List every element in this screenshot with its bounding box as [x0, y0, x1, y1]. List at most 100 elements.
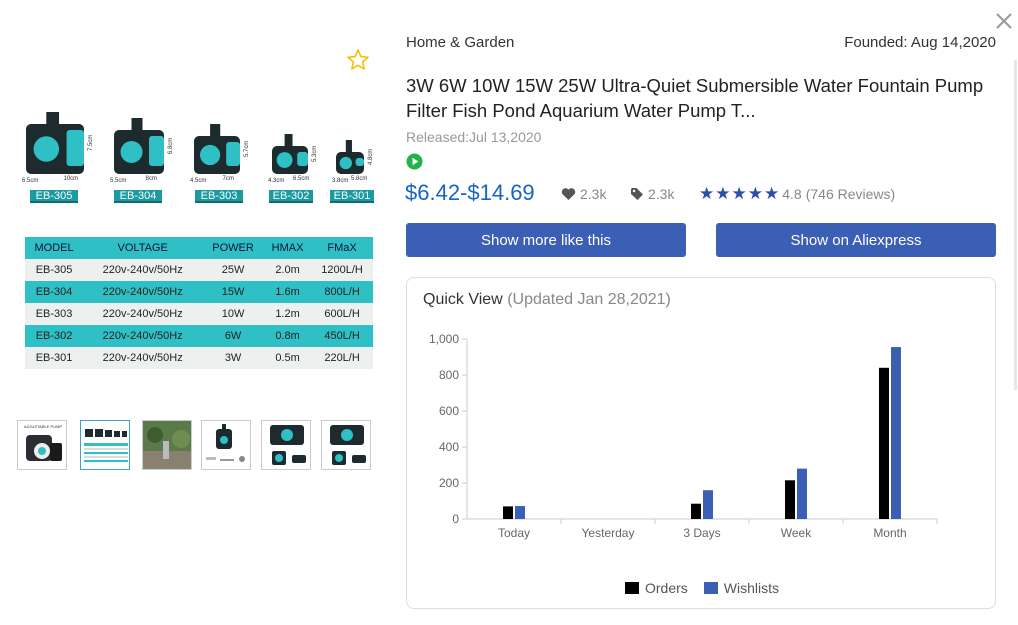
spec-table-cell: EB-302	[25, 325, 84, 347]
x-tick-label: Today	[498, 526, 530, 540]
spec-table-cell: 220L/H	[311, 347, 373, 369]
tags-value: 2.3k	[648, 186, 675, 202]
legend-wishlists-label: Wishlists	[723, 580, 780, 596]
y-tick-label: 800	[439, 368, 459, 382]
tag-icon	[631, 188, 643, 200]
spec-table-cell: 220v-240v/50Hz	[83, 325, 203, 347]
thumbnail-caption: ADJUSTABLE PUMP	[24, 424, 62, 429]
spec-table-cell: 0.5m	[263, 347, 312, 369]
legend-orders-label: Orders	[644, 580, 688, 596]
spec-table-cell: 1.2m	[263, 303, 312, 325]
spec-table-header: MODEL VOLTAGE POWER HMAX FMaX	[25, 237, 373, 259]
pump-dimension-height: 7.5cm	[88, 135, 94, 151]
legend-orders-swatch	[624, 582, 639, 594]
category-label[interactable]: Home & Garden	[406, 34, 515, 51]
pump-illustration: 5.5cm 8cm 6.8cm	[110, 118, 174, 184]
star-icon: ★	[764, 184, 780, 203]
x-tick-label: Yesterday	[582, 526, 635, 540]
spec-table-cell: EB-304	[25, 281, 84, 303]
pump-dimension-height: 6.8cm	[168, 138, 174, 154]
thumbnail-2[interactable]	[80, 420, 130, 470]
close-button[interactable]	[993, 10, 1015, 32]
likes-value: 2.3k	[580, 186, 607, 202]
spec-table-cell: EB-301	[25, 347, 84, 369]
close-icon	[996, 13, 1012, 29]
review-count[interactable]: (746 Reviews)	[805, 186, 896, 202]
spec-header-cell: VOLTAGE	[83, 237, 203, 259]
pump-model-label: EB-304	[114, 190, 162, 203]
pump-dimension-width: 4.3cm	[268, 178, 284, 184]
spec-table-cell: 1200L/H	[311, 259, 373, 281]
star-icon: ★	[747, 184, 763, 203]
quick-view-updated: (Updated Jan 28,2021)	[507, 291, 671, 308]
quick-view-chart: 0 200 400 600 800 1,000 Today Yesterday 3 Days We…	[429, 332, 938, 540]
bar-orders	[785, 480, 795, 519]
legend-orders[interactable]: Orders	[624, 580, 688, 596]
pump-dimension-height: 5.7cm	[244, 141, 250, 157]
x-tick-label: Month	[873, 526, 906, 540]
bar-orders	[691, 503, 701, 519]
thumbnail-5[interactable]	[261, 420, 311, 470]
pump-model-label: EB-301	[330, 190, 374, 203]
pump-illustrations: 6.5cm 10cm 7.5cm 5.5cm 8cm 6.8cm 4.5cm 7cm 5.7cm…	[22, 112, 374, 184]
spec-header-cell: FMaX	[311, 237, 373, 259]
heart-icon	[561, 188, 576, 200]
spec-table-cell: 1.6m	[263, 281, 312, 303]
spec-table-row: EB-304 220v-240v/50Hz 15W 1.6m 800L/H	[25, 281, 373, 303]
product-title: 3W 6W 10W 15W 25W Ultra-Quiet Submersibl…	[406, 75, 984, 121]
bar-wishlists	[891, 347, 901, 519]
pump-illustration: 6.5cm 10cm 7.5cm	[22, 112, 94, 184]
spec-header-cell: HMAX	[263, 237, 312, 259]
bar-orders	[879, 367, 889, 519]
play-video-icon[interactable]	[406, 153, 423, 170]
show-on-aliexpress-button[interactable]: Show on Aliexpress	[716, 223, 996, 257]
bar-wishlists	[797, 468, 807, 519]
x-tick-label: Week	[781, 526, 812, 540]
legend-wishlists-swatch	[703, 582, 718, 594]
scrollbar[interactable]	[1014, 60, 1017, 390]
founded-date: Founded: Aug 14,2020	[844, 34, 996, 51]
spec-header-cell: MODEL	[25, 237, 84, 259]
show-more-like-this-button[interactable]: Show more like this	[406, 223, 686, 257]
pump-dimension-height: 5.3cm	[312, 146, 318, 162]
favorite-star-icon[interactable]	[346, 48, 370, 72]
spec-table-cell: EB-303	[25, 303, 84, 325]
spec-table-cell: 800L/H	[311, 281, 373, 303]
spec-table-cell: EB-305	[25, 259, 84, 281]
pump-dimension-width: 3.8cm	[332, 178, 348, 184]
spec-table: MODEL VOLTAGE POWER HMAX FMaX EB-305 220v…	[25, 237, 373, 369]
bar-orders	[503, 506, 513, 519]
pump-model-label: EB-303	[195, 190, 243, 203]
spec-table-row: EB-302 220v-240v/50Hz 6W 0.8m 450L/H	[25, 325, 373, 347]
pump-dimension-length: 7cm	[223, 176, 234, 182]
y-tick-label: 1,000	[429, 332, 459, 346]
pump-model-label: EB-305	[30, 190, 78, 203]
spec-table-cell: 220v-240v/50Hz	[83, 347, 203, 369]
pump-lineup-image: 6.5cm 10cm 7.5cm 5.5cm 8cm 6.8cm 4.5cm 7cm 5.7cm…	[18, 82, 380, 207]
price-range: $6.42-$14.69	[405, 180, 535, 205]
star-icon: ★	[699, 184, 715, 203]
pump-model-label: EB-302	[269, 190, 313, 203]
legend-wishlists[interactable]: Wishlists	[703, 580, 780, 596]
thumbnail-6[interactable]	[321, 420, 371, 470]
quick-view-title: Quick View	[423, 291, 503, 308]
thumbnail-1[interactable]: ADJUSTABLE PUMP	[17, 420, 67, 470]
pump-dimension-length: 6.5cm	[293, 176, 309, 182]
x-tick-label: 3 Days	[683, 526, 720, 540]
spec-table-cell: 2.0m	[263, 259, 312, 281]
rating-value: 4.8	[782, 186, 802, 202]
y-tick-label: 400	[439, 440, 459, 454]
likes-count: 2.3k	[561, 186, 606, 202]
y-tick-label: 0	[452, 512, 459, 526]
quick-view-panel: Quick View (Updated Jan 28,2021) 0 200 400…	[406, 277, 996, 609]
spec-table-cell: 220v-240v/50Hz	[83, 259, 203, 281]
star-icon: ★	[731, 184, 747, 203]
spec-table-cell: 25W	[202, 259, 264, 281]
pump-dimension-length: 5.8cm	[351, 176, 367, 182]
thumbnail-4[interactable]	[201, 420, 251, 470]
y-tick-label: 600	[439, 404, 459, 418]
spec-header-cell: POWER	[202, 237, 264, 259]
pump-dimension-width: 5.5cm	[110, 178, 126, 184]
thumbnail-3[interactable]	[142, 420, 192, 470]
y-tick-label: 200	[439, 476, 459, 490]
